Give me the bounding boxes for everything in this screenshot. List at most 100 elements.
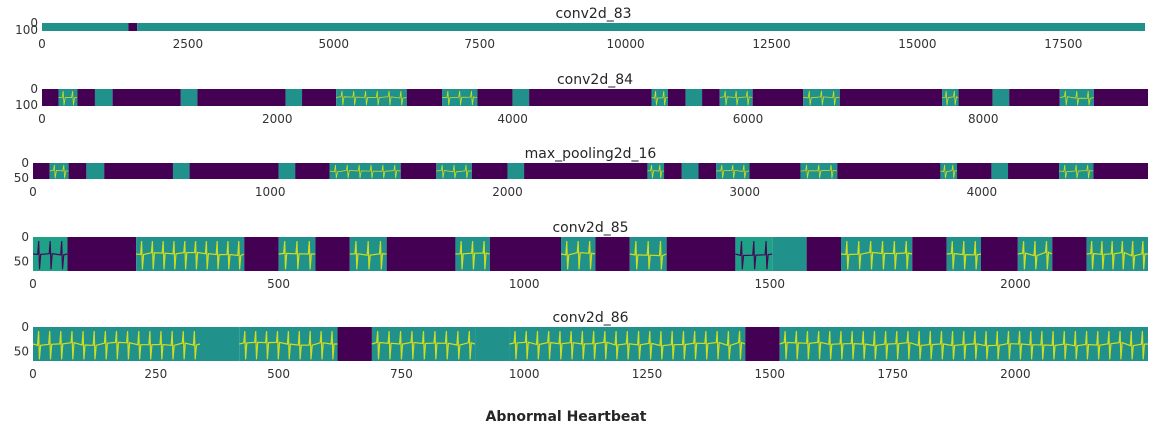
y-tick-label: 50	[14, 171, 29, 185]
heatmap-segment	[315, 237, 350, 271]
heatmap-segment	[68, 163, 87, 179]
heatmap-segment	[507, 163, 525, 179]
signal-trace	[509, 331, 746, 360]
signal-trace	[940, 164, 958, 179]
x-tick-label: 0	[29, 185, 37, 199]
signal-trace	[560, 241, 596, 270]
x-tick-label: 8000	[968, 112, 999, 126]
heatmap-segment	[77, 89, 95, 106]
figure-title: Abnormal Heartbeat	[486, 409, 647, 425]
heatmap-segment	[666, 237, 736, 271]
signal-trace	[719, 90, 753, 106]
signal-trace	[647, 164, 665, 179]
x-tick-label: 500	[267, 367, 290, 381]
heatmap-segment	[529, 89, 652, 106]
heatmap-segment	[837, 163, 941, 179]
heatmap-segment	[406, 89, 443, 106]
heatmap-segment	[200, 327, 240, 361]
heatmap-segment	[912, 237, 947, 271]
heatmap-segment	[702, 89, 720, 106]
signal-trace	[779, 331, 1149, 360]
signal-trace	[455, 241, 490, 270]
x-tick-label: 1000	[255, 185, 286, 199]
signal-trace	[840, 241, 913, 270]
heatmap-segment	[806, 237, 841, 271]
heatmap-segment	[244, 237, 279, 271]
signal-trace	[800, 164, 838, 179]
heatmap-segment	[94, 89, 113, 106]
x-tick-label: 1500	[755, 277, 786, 291]
panel-title: conv2d_85	[552, 220, 628, 236]
signal-trace	[349, 241, 387, 270]
panel-conv2d_83: conv2d_83 0 2500 5000 7500 10000 12500 15000 175…	[15, 6, 1145, 51]
signal-trace	[651, 90, 668, 106]
y-tick-label: 0	[21, 320, 29, 334]
x-tick-label: 15000	[898, 37, 936, 51]
heatmap-segment	[667, 89, 686, 106]
x-tick-label: 12500	[752, 37, 790, 51]
y-tick-label: 0	[30, 16, 38, 30]
y-tick-label: 100	[15, 98, 38, 112]
heatmap-segment	[302, 89, 337, 106]
heatmap-segment	[189, 163, 279, 179]
heatmap-segment	[42, 89, 59, 106]
signal-trace	[1017, 241, 1053, 270]
x-tick-label: 1000	[509, 277, 540, 291]
heatmap-segment	[42, 23, 129, 31]
heatmap-segment	[285, 89, 303, 106]
heatmap-segment	[681, 163, 699, 179]
signal-trace	[32, 241, 68, 270]
y-tick-label: 50	[14, 344, 29, 358]
x-tick-label: 1750	[877, 367, 908, 381]
heatmap-segment	[991, 163, 1009, 179]
x-tick-label: 250	[144, 367, 167, 381]
x-tick-label: 10000	[607, 37, 645, 51]
x-tick-label: 2000	[262, 112, 293, 126]
panel-max_pooling2d_16: max_pooling2d_16 0 1000 2000 3000 4000 050	[14, 146, 1148, 199]
x-tick-label: 0	[38, 112, 46, 126]
heatmap-segment	[489, 237, 562, 271]
signal-trace	[716, 164, 750, 179]
heatmap-segment	[295, 163, 330, 179]
x-tick-label: 4000	[497, 112, 528, 126]
heatmap-segment	[595, 237, 630, 271]
panel-title: conv2d_83	[555, 6, 631, 22]
heatmap-segment	[1009, 89, 1060, 106]
signal-trace	[239, 331, 338, 360]
heatmap-segment	[475, 327, 510, 361]
heatmap-segment	[698, 163, 717, 179]
x-tick-label: 2000	[492, 185, 523, 199]
heatmap-segment	[957, 163, 992, 179]
y-tick-label: 0	[21, 230, 29, 244]
x-tick-label: 750	[390, 367, 413, 381]
x-tick-label: 500	[267, 277, 290, 291]
heatmap-segment	[128, 23, 138, 31]
signal-trace	[278, 241, 316, 270]
y-tick-label: 0	[30, 82, 38, 96]
x-tick-label: 2000	[1000, 367, 1031, 381]
signal-trace	[336, 90, 407, 106]
heatmap-segment	[958, 89, 993, 106]
x-tick-label: 0	[29, 367, 37, 381]
heatmap-segment	[772, 237, 807, 271]
heatmap-segment	[137, 23, 1145, 31]
signal-trace	[803, 90, 840, 106]
signal-trace	[1086, 241, 1149, 270]
panel-title: conv2d_86	[552, 310, 628, 326]
x-tick-label: 3000	[729, 185, 760, 199]
heatmap-segment	[400, 163, 437, 179]
heatmap-segment	[685, 89, 703, 106]
heatmap-segment	[33, 163, 50, 179]
x-tick-label: 1250	[632, 367, 663, 381]
signal-trace	[946, 241, 982, 270]
heatmap-segment	[1093, 89, 1148, 106]
signal-trace	[629, 241, 667, 270]
x-tick-label: 1000	[509, 367, 540, 381]
panel-title: conv2d_84	[557, 72, 633, 88]
x-tick-label: 5000	[319, 37, 350, 51]
signal-trace	[58, 90, 78, 106]
heatmap-segment	[180, 89, 198, 106]
heatmap-segment	[745, 327, 780, 361]
